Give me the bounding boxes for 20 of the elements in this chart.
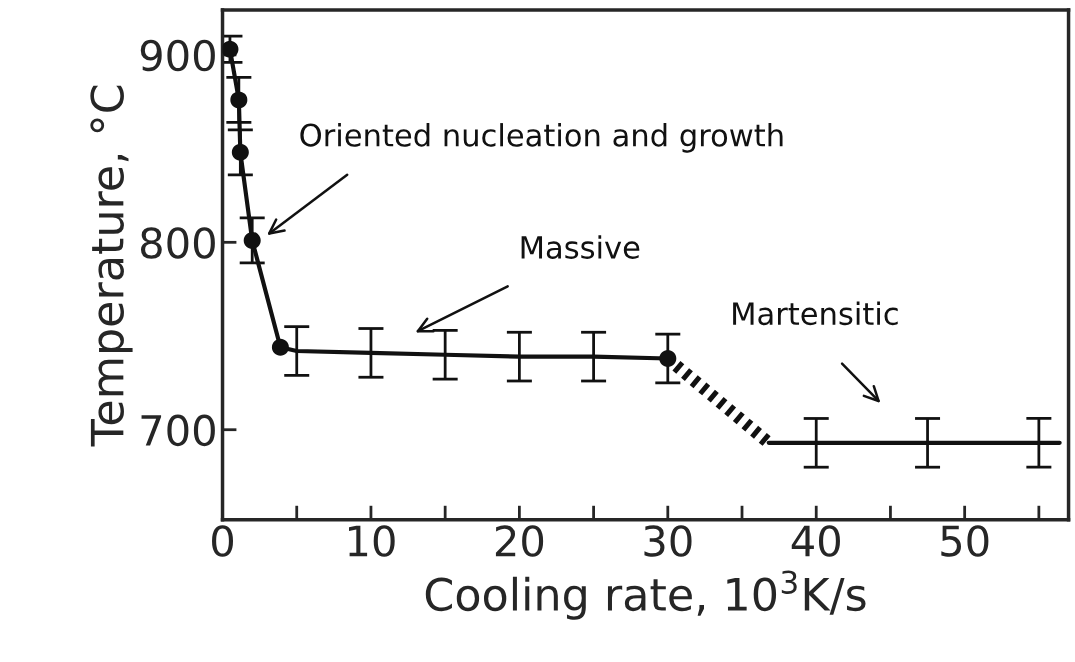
point <box>271 338 289 356</box>
y-tick-label: 900 <box>140 39 215 72</box>
y-axis-title: Temperature, °C <box>90 85 133 447</box>
point <box>231 143 249 161</box>
x-tick-label: 0 <box>212 525 234 557</box>
x-axis-title: Cooling rate, 10$^{3}$K/s <box>425 570 866 620</box>
x-tick-label: 50 <box>941 525 989 557</box>
x-tick-label: 20 <box>495 525 544 557</box>
point <box>659 350 677 368</box>
x-tick-label: 40 <box>791 525 840 557</box>
annotation: Massive <box>521 235 640 259</box>
x-tick-label: 10 <box>349 525 395 557</box>
annotation: Martensitic <box>733 301 898 326</box>
point <box>243 231 261 249</box>
y-tick-label: 700 <box>141 414 215 447</box>
point <box>222 40 239 58</box>
point <box>230 91 248 109</box>
x-tick-label: 30 <box>644 525 692 557</box>
y-tick-label: 800 <box>140 227 215 259</box>
annotation: Oriented nucleation and growth <box>300 123 783 153</box>
